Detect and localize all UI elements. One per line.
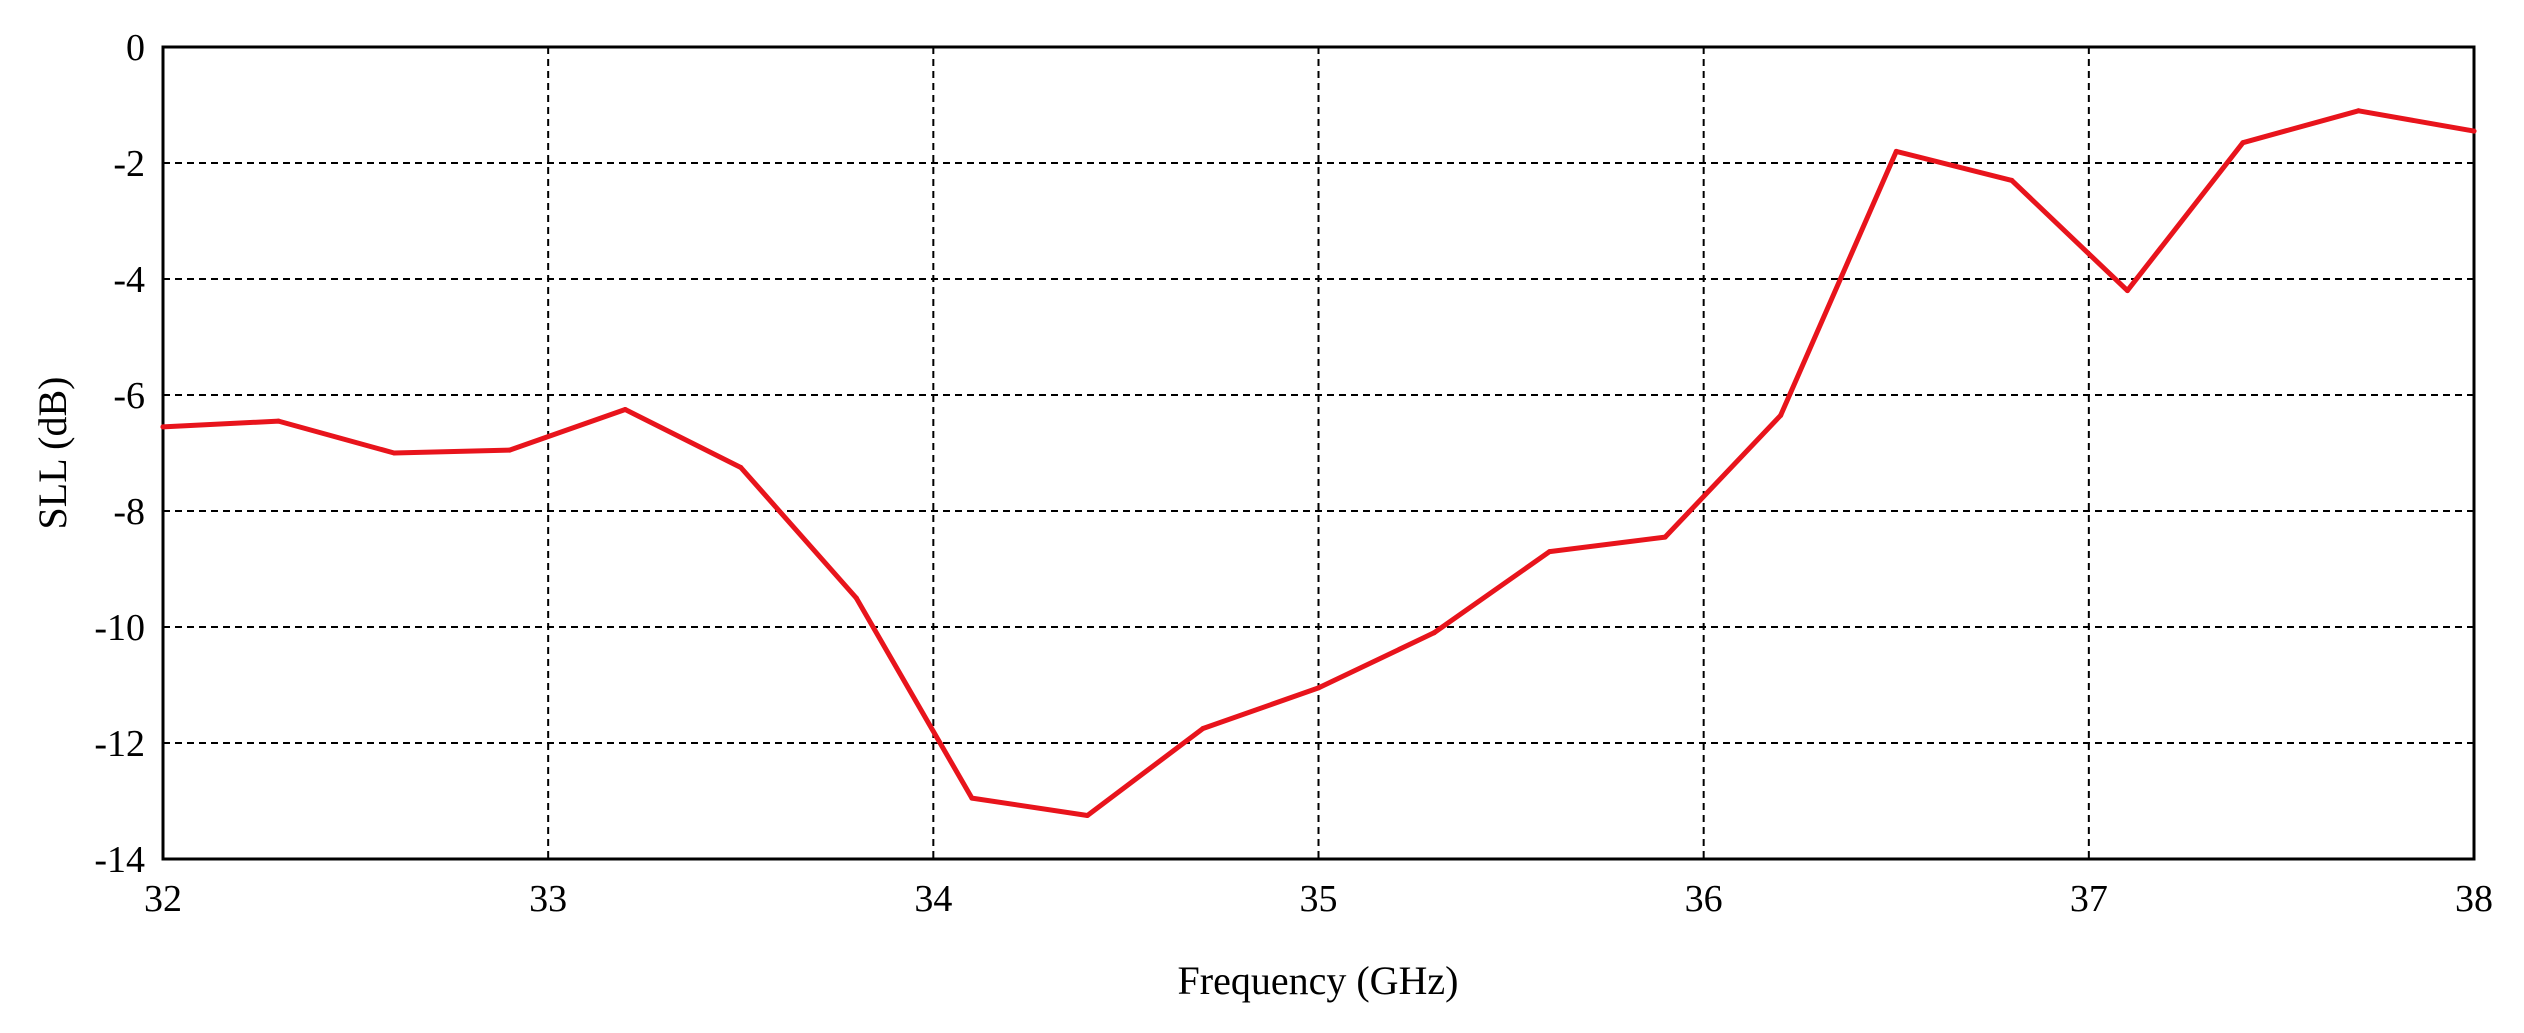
x-tick-label: 35: [1300, 878, 1338, 920]
x-tick-label: 38: [2455, 878, 2493, 920]
data-point: [2009, 177, 2015, 183]
y-axis-label: SLL (dB): [30, 377, 75, 530]
y-tick-label: 0: [126, 27, 145, 69]
plot-area-frame: [161, 45, 2476, 861]
x-tick-label: 34: [914, 878, 952, 920]
data-point: [738, 465, 744, 470]
data-point: [1431, 630, 1437, 636]
data-point: [391, 450, 397, 456]
data-point: [1200, 726, 1206, 731]
x-tick-label: 32: [144, 878, 182, 920]
tick-labels: 32 33 34 35 36 37 38 0 -2 -4 -6 -8 -10 -12 -14: [94, 27, 2493, 920]
data-point: [2240, 140, 2246, 146]
x-tick-label: 36: [1685, 878, 1723, 920]
data-point: [622, 407, 628, 412]
x-tick-label: 33: [529, 878, 567, 920]
data-point: [2356, 108, 2361, 114]
data-point: [1662, 534, 1668, 540]
data-point: [276, 418, 281, 424]
data-point: [160, 424, 166, 430]
data-point: [1893, 148, 1899, 154]
data-point: [969, 795, 975, 801]
data-point: [853, 595, 859, 601]
data-point: [1778, 412, 1784, 418]
series: [160, 108, 2477, 818]
data-point: [1084, 813, 1090, 818]
y-tick-label: -8: [113, 491, 145, 533]
y-tick-label: -6: [113, 375, 145, 417]
y-tick-label: -12: [94, 723, 145, 765]
data-point: [1316, 685, 1321, 691]
y-tick-label: -2: [113, 143, 145, 185]
data-point: [2471, 128, 2477, 134]
data-point: [1547, 549, 1553, 555]
y-tick-label: -10: [94, 607, 145, 649]
y-tick-label: -4: [113, 259, 145, 301]
grid: [163, 47, 2474, 859]
data-point: [507, 447, 513, 453]
x-axis-label: Frequency (GHz): [1178, 958, 1459, 1003]
data-point: [2124, 288, 2130, 294]
x-tick-label: 37: [2070, 878, 2108, 920]
y-tick-label: -14: [94, 839, 145, 881]
